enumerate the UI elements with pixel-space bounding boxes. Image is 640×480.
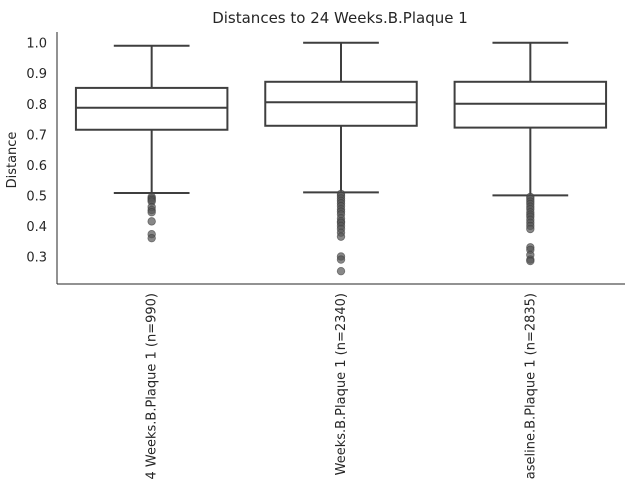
outlier-point (526, 256, 535, 266)
y-tick-label: 1.0 (26, 37, 47, 52)
chart-title: Distances to 24 Weeks.B.Plaque 1 (212, 9, 468, 27)
outlier-point (336, 232, 346, 241)
y-tick-label: 0.4 (26, 220, 47, 235)
y-tick-label: 0.7 (26, 128, 47, 143)
outlier-point (336, 266, 346, 276)
x-tick-label: 24 Weeks.B.Plaque 1 (n=990) (145, 293, 160, 480)
outlier-point (526, 224, 535, 234)
y-axis-ticks: 0.3 0.4 0.5 0.6 0.7 0.8 0.9 1.0 (26, 37, 47, 266)
y-tick-label: 0.3 (26, 251, 47, 266)
interquartile-box (264, 80, 418, 127)
outlier-point (147, 208, 156, 217)
y-tick-label: 0.5 (26, 189, 47, 204)
y-axis-title: Distance (5, 132, 20, 189)
box-group (74, 44, 229, 243)
y-tick-label: 0.8 (26, 98, 47, 113)
x-axis-ticks: 24 Weeks.B.Plaque 1 (n=990) 24 Weeks.B.Pl… (145, 293, 539, 480)
y-tick-label: 0.9 (26, 67, 47, 82)
x-tick-label: Baseline.B.Plaque 1 (n=2835) (523, 293, 538, 480)
y-tick-label: 0.6 (26, 159, 47, 174)
outlier-point (147, 233, 156, 243)
outlier-point (336, 255, 346, 264)
interquartile-box (74, 86, 229, 131)
box-group (453, 41, 608, 266)
box-group (264, 41, 418, 276)
outlier-point (147, 217, 156, 226)
box-series (74, 41, 608, 276)
x-tick-label: 24 Weeks.B.Plaque 1 (n=2340) (334, 293, 349, 480)
